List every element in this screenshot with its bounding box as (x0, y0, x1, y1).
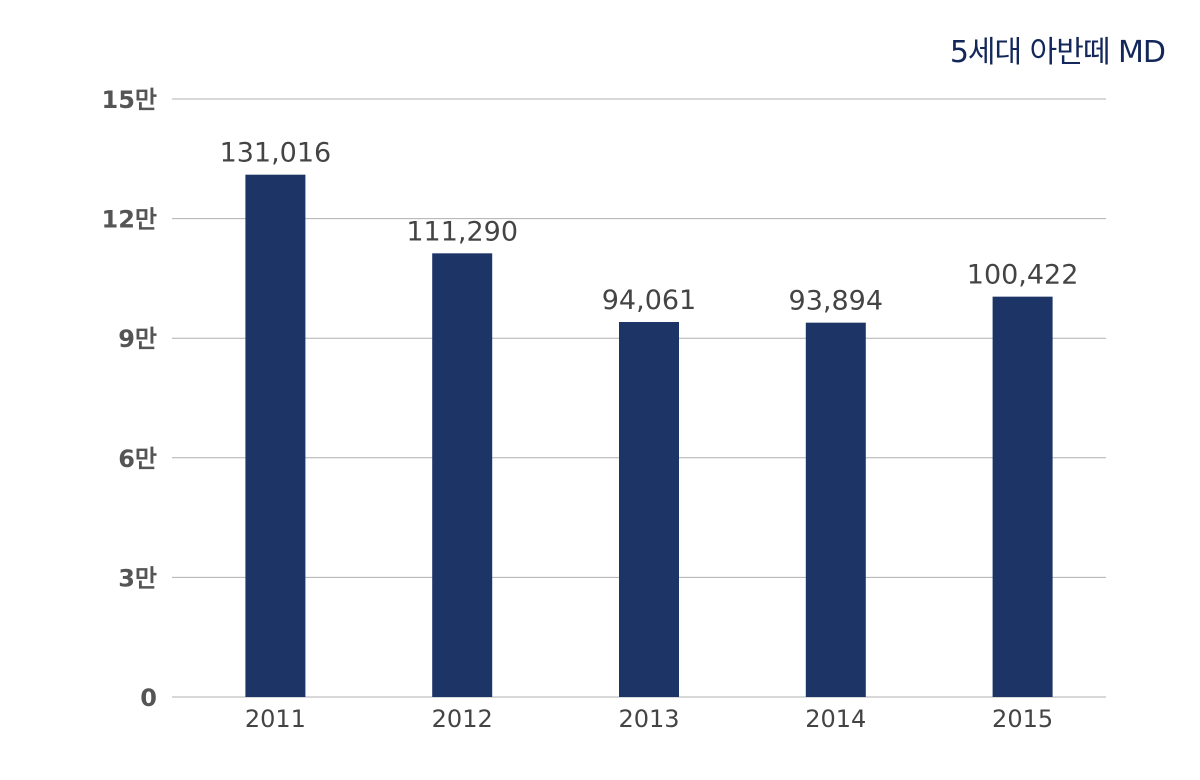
data-label: 100,422 (967, 260, 1079, 291)
y-tick-label: 9만 (118, 325, 157, 353)
x-tick-label: 2014 (805, 705, 866, 733)
data-label: 131,016 (220, 138, 332, 169)
bar (619, 322, 679, 697)
data-label: 94,061 (602, 285, 696, 316)
y-axis-ticks: 0 3만 6만 9만 12만 15만 (102, 86, 157, 712)
data-label: 111,290 (406, 216, 518, 247)
x-tick-label: 2012 (432, 705, 493, 733)
data-labels: 131,016 111,290 94,061 93,894 100,422 (220, 138, 1079, 317)
bar (432, 253, 493, 698)
y-tick-label: 12만 (102, 206, 157, 234)
data-label: 93,894 (789, 286, 883, 317)
series-title: 5세대 아반떼 MD (950, 35, 1165, 70)
y-tick-label: 15만 (102, 86, 157, 114)
y-tick-label: 3만 (118, 564, 157, 592)
x-tick-label: 2011 (245, 705, 306, 733)
bar (992, 296, 1053, 697)
x-tick-label: 2013 (618, 705, 679, 733)
x-axis-ticks: 2011 2012 2013 2014 2015 (245, 705, 1053, 733)
bar (805, 322, 866, 697)
x-tick-label: 2015 (992, 705, 1053, 733)
y-tick-label: 6만 (118, 445, 157, 473)
bar (245, 174, 306, 698)
y-tick-label: 0 (140, 684, 157, 712)
bars (245, 174, 1053, 698)
